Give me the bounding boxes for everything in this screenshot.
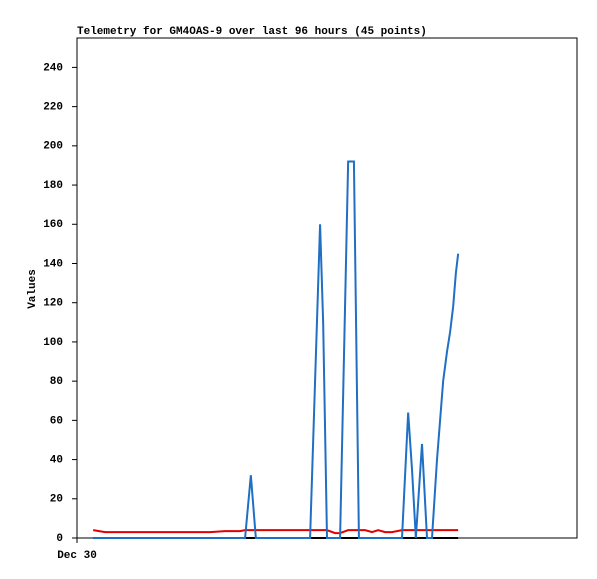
y-tick-label: 40 [50,454,63,466]
y-tick-label: 0 [56,533,63,545]
y-tick-label: 200 [43,141,63,153]
plot-frame [76,37,578,539]
y-tick-label: 20 [50,494,63,506]
y-tick-label: 120 [43,298,63,310]
y-tick-label: 140 [43,258,63,270]
series-line [92,529,459,535]
y-tick-label: 80 [50,376,63,388]
x-tick-label: Dec 30 [57,550,97,562]
y-tick-label: 100 [43,337,63,349]
chart-title: Telemetry for GM4OAS-9 over last 96 hour… [77,26,427,38]
y-tick-label: 220 [43,102,63,114]
y-axis-label: Values [27,269,39,309]
y-tick-label: 160 [43,219,63,231]
y-tick-label: 60 [50,415,63,427]
series-line [93,160,460,539]
y-tick-label: 180 [43,180,63,192]
y-tick-label: 240 [43,62,63,74]
